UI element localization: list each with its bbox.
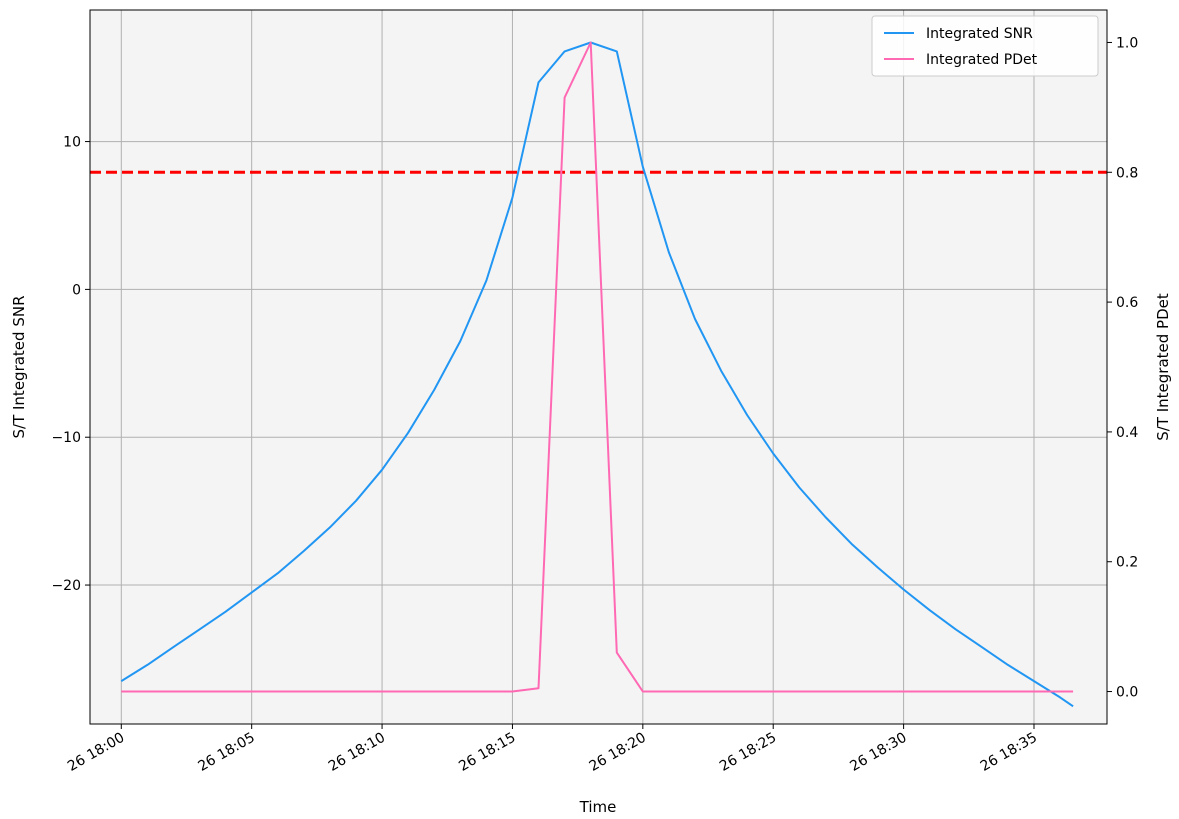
x-axis-label: Time: [579, 798, 617, 816]
x-tick-label: 26 18:20: [587, 730, 649, 775]
legend-label-snr: Integrated SNR: [926, 26, 1033, 42]
x-tick-label: 26 18:05: [195, 730, 257, 775]
y-right-tick-label: 0.4: [1116, 425, 1138, 441]
plot-frame: [89, 9, 1108, 725]
y-left-tick-label: −20: [51, 578, 81, 594]
grid: [90, 10, 1107, 724]
y-left-tick-label: 0: [72, 282, 81, 298]
x-tick-label: 26 18:25: [717, 730, 779, 775]
y-right-tick-label: 0.8: [1116, 165, 1138, 181]
x-tick-label: 26 18:35: [978, 730, 1040, 775]
y-axis-left-label: S/T Integrated SNR: [10, 296, 28, 439]
series-line-snr: [120, 41, 1074, 708]
plot-background: [90, 10, 1107, 724]
y-left-tick-label: 10: [63, 135, 81, 151]
y-left-tick-label: −10: [51, 430, 81, 446]
y-right-tick-label: 0.0: [1116, 685, 1138, 701]
y-right-tick-label: 0.2: [1116, 555, 1138, 571]
x-tick-label: 26 18:30: [847, 730, 909, 775]
series-line-pdet: [121, 41, 1074, 693]
y-right-tick-label: 0.6: [1116, 295, 1138, 311]
y-axis-right-label: S/T Integrated PDet: [1154, 293, 1172, 441]
series-lines: [120, 41, 1074, 708]
x-tick-label: 26 18:15: [456, 730, 518, 775]
legend: Integrated SNR Integrated PDet: [871, 15, 1099, 77]
legend-box: [871, 15, 1099, 77]
x-tick-label: 26 18:00: [65, 730, 127, 775]
x-tick-label: 26 18:10: [326, 730, 388, 775]
y-right-tick-label: 1.0: [1116, 35, 1138, 51]
legend-label-pdet: Integrated PDet: [926, 52, 1038, 68]
